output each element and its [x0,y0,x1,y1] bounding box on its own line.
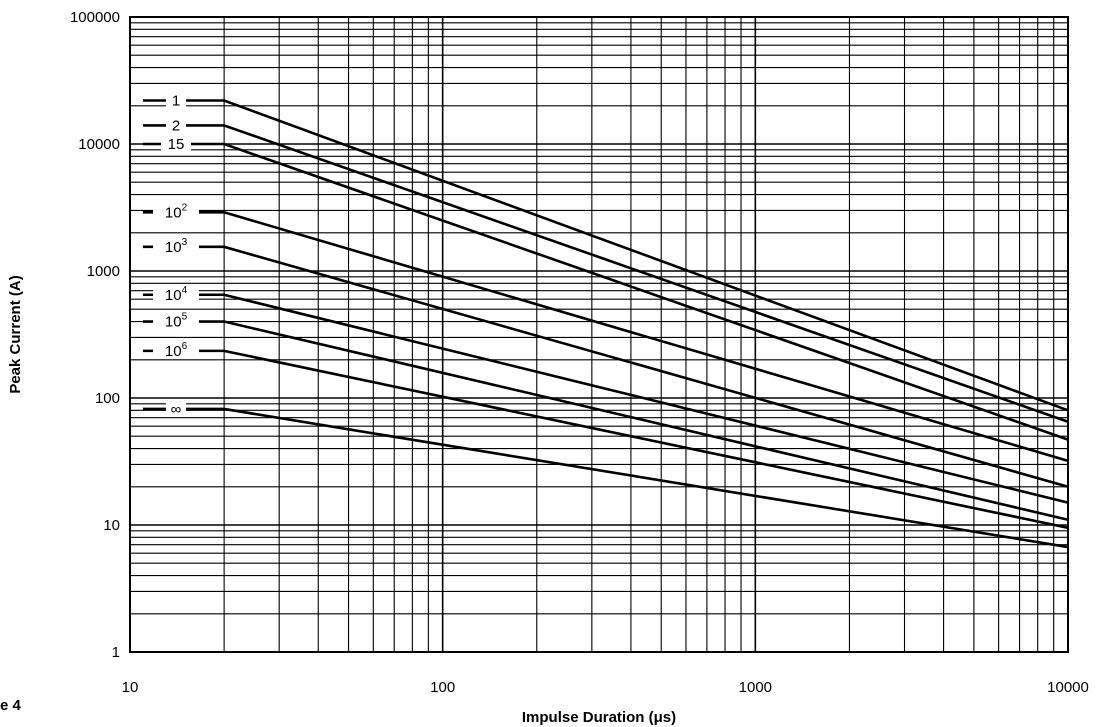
x-tick-label: 100 [430,679,455,696]
series-label-bg [153,313,199,330]
series-label-bg [153,342,199,359]
series-label: 1 [172,93,180,110]
plot-frame [129,16,1069,653]
x-tick-label: 10 [122,679,139,696]
x-tick-label: 1000 [739,679,772,696]
series-label-bg [153,286,199,303]
series-label-bg [161,136,191,152]
y-tick-label: 10 [103,517,120,534]
series-label-bg [153,238,199,255]
series-label-bg [166,117,186,134]
series-label: 106 [165,341,188,360]
y-tick-label: 100 [95,390,120,407]
series-label: ∞ [171,401,182,418]
series-line [142,142,1069,441]
x-tick-label: 10000 [1047,679,1089,696]
series-label-bg [166,400,186,417]
series-label: 102 [165,202,188,221]
y-tick-label: 100000 [70,9,120,26]
series-label: 105 [165,312,188,331]
series-line [142,349,1069,530]
series-label-bg [153,204,199,221]
series-label-bg [166,92,186,109]
figure-label: e 4 [0,697,21,714]
y-axis-title: Peak Current (A) [7,275,24,393]
series-label: 2 [172,117,180,134]
y-tick-label: 1000 [87,263,120,280]
grid [129,17,1068,653]
series-lines [142,99,1069,549]
series-label: 15 [168,136,185,153]
y-tick-label: 10000 [78,136,120,153]
series-labels: 1 2 15 102 103 104 105 106 ∞ [153,92,199,418]
series-line [142,210,1069,463]
series-label: 104 [165,285,188,304]
series-label: 103 [165,237,188,256]
y-tick-label: 1 [112,644,120,661]
tick-labels: 10 100 1000 10000 1 10 100 1000 10000 100000 [70,9,1089,696]
series-line [142,124,1069,423]
x-axis-title: Impulse Duration (μs) [522,709,676,726]
